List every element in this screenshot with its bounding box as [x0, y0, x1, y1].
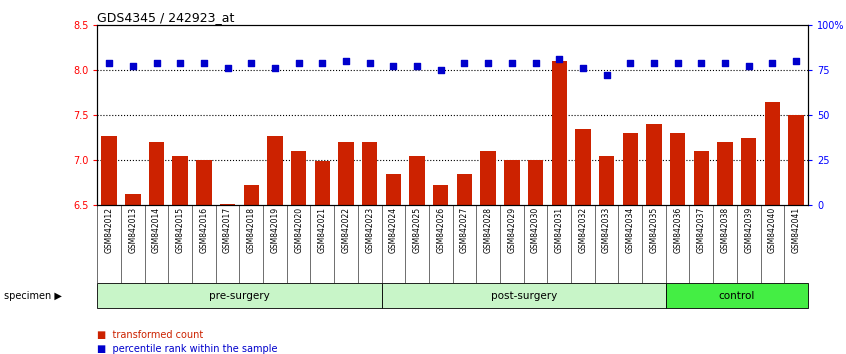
Bar — [552, 61, 567, 205]
Bar — [338, 142, 354, 205]
Point — [102, 60, 116, 65]
Bar — [457, 174, 472, 205]
Point — [671, 60, 684, 65]
Bar — [102, 136, 117, 205]
Text: pre-surgery: pre-surgery — [209, 291, 270, 301]
Point — [173, 60, 187, 65]
Bar — [149, 142, 164, 205]
Point — [410, 63, 424, 69]
Bar — [220, 204, 235, 205]
Point — [576, 65, 590, 71]
Point — [647, 60, 661, 65]
Point — [624, 60, 637, 65]
Point — [718, 60, 732, 65]
Point — [268, 65, 282, 71]
Bar — [575, 129, 591, 205]
Point — [244, 60, 258, 65]
Bar — [646, 124, 662, 205]
Point — [458, 60, 471, 65]
Bar — [267, 136, 283, 205]
Bar — [196, 160, 212, 205]
Bar — [788, 115, 804, 205]
Text: ■  percentile rank within the sample: ■ percentile rank within the sample — [97, 344, 277, 354]
Bar — [244, 185, 259, 205]
Bar — [386, 174, 401, 205]
Point — [339, 58, 353, 64]
Point — [505, 60, 519, 65]
Bar — [125, 194, 140, 205]
Text: GDS4345 / 242923_at: GDS4345 / 242923_at — [97, 11, 234, 24]
Point — [197, 60, 211, 65]
Bar — [315, 161, 330, 205]
Bar — [362, 142, 377, 205]
Point — [363, 60, 376, 65]
Point — [766, 60, 779, 65]
Bar — [97, 283, 382, 308]
Bar — [670, 133, 685, 205]
Bar — [694, 151, 709, 205]
Bar — [599, 156, 614, 205]
Point — [221, 65, 234, 71]
Point — [695, 60, 708, 65]
Bar — [481, 151, 496, 205]
Point — [552, 56, 566, 62]
Point — [316, 60, 329, 65]
Bar — [433, 185, 448, 205]
Point — [292, 60, 305, 65]
Text: specimen ▶: specimen ▶ — [4, 291, 62, 301]
Bar — [741, 138, 756, 205]
Text: control: control — [719, 291, 755, 301]
Bar — [528, 160, 543, 205]
Point — [742, 63, 755, 69]
Bar — [409, 156, 425, 205]
Bar — [666, 283, 808, 308]
Point — [529, 60, 542, 65]
Bar — [291, 151, 306, 205]
Bar — [765, 102, 780, 205]
Point — [789, 58, 803, 64]
Point — [481, 60, 495, 65]
Point — [600, 73, 613, 78]
Bar — [623, 133, 638, 205]
Point — [434, 67, 448, 73]
Text: post-surgery: post-surgery — [491, 291, 557, 301]
Bar — [504, 160, 519, 205]
Text: ■  transformed count: ■ transformed count — [97, 330, 204, 339]
Point — [150, 60, 163, 65]
Point — [126, 63, 140, 69]
Bar — [173, 156, 188, 205]
Bar — [717, 142, 733, 205]
Bar — [382, 283, 666, 308]
Point — [387, 63, 400, 69]
